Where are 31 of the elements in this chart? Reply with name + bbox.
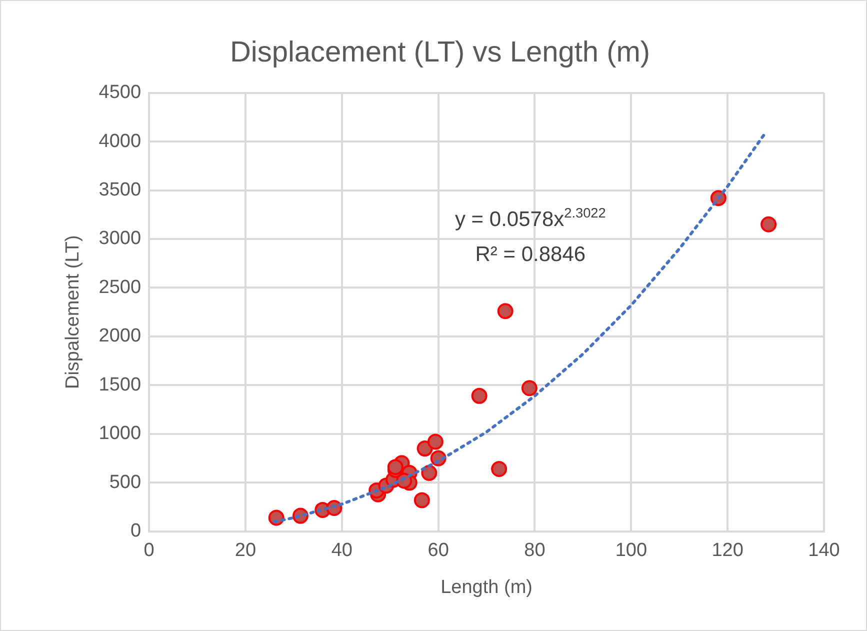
point [414,492,430,508]
annotation: R² = 0.8846 [475,242,586,266]
y-tick-label: 3500 [98,180,142,200]
y-tick-label: 1500 [98,374,142,396]
x-axis-title: Length (m) [440,576,532,598]
y-tick-label: 4500 [98,82,142,104]
x-tick-label: 20 [234,540,256,562]
y-tick-label: 4000 [98,130,142,152]
x-tick-label: 100 [615,540,648,562]
point [521,380,538,396]
y-tick-label: 1000 [98,423,142,444]
y-tick-label: 3000 [98,228,142,250]
y-tick-label: 0 [130,520,142,542]
x-tick-label: 80 [524,540,546,562]
x-tick-label: 60 [428,540,449,562]
x-tick-label: 0 [144,540,154,562]
x-tick-label: 140 [808,540,840,562]
point [497,303,514,320]
point [416,440,433,457]
point [421,464,438,481]
point [471,388,488,404]
x-tick-label: 120 [712,540,744,562]
point [491,461,508,478]
y-tick-label: 2500 [98,276,142,298]
point [427,434,444,450]
x-tick-label: 40 [331,540,352,562]
chart-title: Displacement (LT) vs Length (m) [230,36,650,68]
point [760,216,777,232]
y-axis-title: Dispalcement (LT) [62,235,84,390]
y-tick-label: 500 [109,472,142,493]
y-tick-label: 2000 [98,326,142,347]
